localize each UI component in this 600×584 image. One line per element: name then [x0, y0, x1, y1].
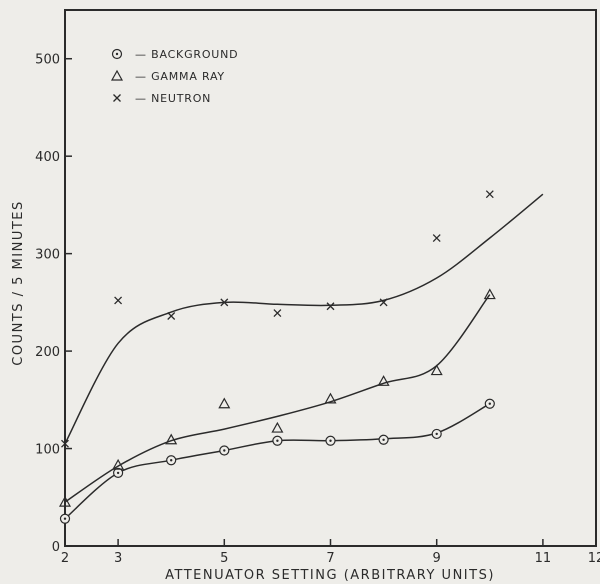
legend: — BACKGROUND — GAMMA RAY — NEUTRON — [110, 48, 238, 105]
point-neutron — [432, 234, 441, 243]
legend-label-gamma-ray: — GAMMA RAY — [135, 70, 225, 83]
point-gamma-ray — [112, 458, 125, 470]
x-tick-label: 3 — [114, 551, 122, 566]
point-gamma-ray — [430, 364, 443, 376]
point-neutron — [114, 296, 123, 305]
legend-label-background: — BACKGROUND — [135, 48, 238, 61]
axis-ticks: 0 100 200 300 400 500 2 3 5 7 9 11 12 — [35, 53, 600, 566]
x-tick-label: 12 — [588, 551, 600, 566]
point-background-center — [223, 449, 226, 452]
y-axis-title: COUNTS / 5 MINUTES — [11, 200, 26, 366]
point-background-center — [170, 459, 173, 462]
series-line-neutron — [64, 193, 544, 445]
point-background-center — [435, 432, 438, 436]
point-neutron — [379, 298, 388, 307]
point-neutron-stroke-b — [326, 302, 335, 311]
point-gamma-ray — [377, 375, 390, 386]
x-tick-label: 9 — [433, 551, 441, 566]
series-curves — [64, 193, 544, 520]
point-background-center — [276, 439, 279, 442]
point-neutron-stroke-b — [485, 190, 494, 199]
point-neutron — [61, 439, 69, 448]
point-neutron — [485, 190, 494, 199]
point-gamma-ray — [271, 421, 284, 433]
series-points — [58, 190, 496, 524]
y-tick-label: 500 — [35, 53, 60, 68]
point-neutron-stroke-b — [379, 298, 388, 307]
point-gamma-ray — [324, 392, 337, 404]
point-neutron-stroke-b — [220, 298, 229, 307]
plot-frame — [64, 9, 597, 547]
point-neutron-stroke-b — [114, 296, 123, 305]
y-tick-label: 300 — [35, 248, 60, 263]
point-neutron — [167, 312, 176, 320]
y-tick-label: 0 — [52, 540, 60, 555]
point-gamma-ray — [218, 397, 231, 409]
legend-marker-neutron-stroke-b — [113, 94, 121, 102]
point-background-center — [382, 438, 385, 441]
point-gamma-ray — [483, 288, 496, 300]
x-tick-label: 7 — [326, 551, 334, 566]
x-axis-title: ATTENUATOR SETTING (ARBITRARY UNITS) — [165, 568, 495, 583]
series-line-gamma-ray — [64, 294, 491, 503]
x-tick-label: 5 — [220, 551, 228, 566]
point-gamma-ray — [165, 433, 178, 445]
point-background-center — [63, 517, 67, 520]
point-background-center — [116, 471, 120, 475]
series-line-background — [64, 403, 491, 520]
point-neutron-stroke-b — [61, 439, 69, 448]
legend-label-neutron: — NEUTRON — [135, 92, 211, 105]
point-neutron-stroke-b — [167, 312, 176, 320]
x-tick-label: 11 — [535, 551, 552, 566]
point-neutron — [326, 302, 335, 311]
legend-marker-background-center — [115, 52, 119, 56]
y-tick-label: 100 — [35, 443, 60, 458]
point-neutron-stroke-b — [273, 309, 282, 318]
y-tick-label: 200 — [35, 345, 60, 360]
point-background-center — [488, 402, 491, 405]
point-neutron-stroke-b — [432, 234, 441, 243]
point-neutron — [273, 309, 282, 318]
y-tick-label: 400 — [35, 150, 60, 165]
point-neutron — [220, 298, 229, 307]
legend-marker-gamma-ray — [110, 69, 124, 81]
point-gamma-ray — [58, 495, 72, 507]
x-tick-label: 2 — [61, 551, 69, 566]
legend-marker-neutron — [113, 94, 121, 102]
point-background-center — [329, 439, 332, 442]
